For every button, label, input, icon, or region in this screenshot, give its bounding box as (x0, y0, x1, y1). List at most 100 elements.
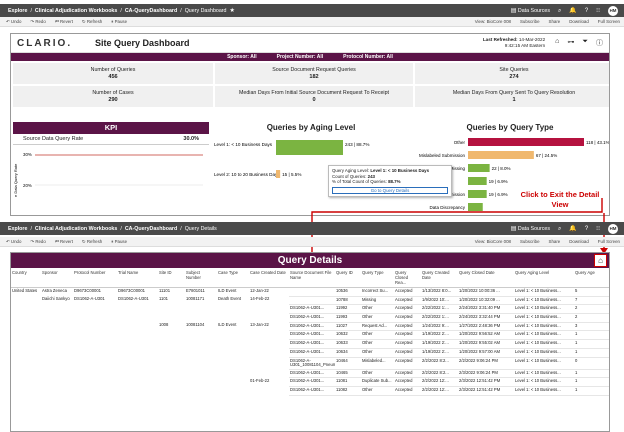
view-button[interactable]: View: BioCore 008 (475, 19, 511, 24)
search-icon[interactable]: ⌕ (557, 7, 562, 14)
revert-button[interactable]: ⏮ Revert (54, 19, 73, 24)
query-type-bar[interactable] (468, 203, 483, 211)
refresh-button[interactable]: ↻ Refresh (81, 18, 103, 24)
query-type-bar[interactable] (468, 177, 487, 185)
share-button[interactable]: Share (549, 19, 561, 24)
query-type-bar[interactable] (468, 190, 487, 198)
column-header[interactable]: Query Age (574, 268, 609, 288)
table-cell: Accepted (394, 357, 421, 370)
fullscreen-button[interactable]: Full Screen (598, 239, 620, 244)
table-row[interactable]: 01-Feb-22 DS1062-A-U301... 11081 Duplicate … (11, 377, 609, 388)
info-icon[interactable]: ⓘ (596, 40, 603, 47)
column-header[interactable]: Sponsor (41, 268, 73, 288)
table-cell (217, 369, 249, 378)
column-header[interactable]: Source Document File Name (289, 268, 335, 288)
breadcrumb-workbooks[interactable]: Clinical Adjudication Workbooks (34, 225, 118, 232)
table-cell: Other (361, 304, 394, 315)
revert-button[interactable]: ⏮ Revert (54, 239, 73, 244)
breadcrumb-explore[interactable]: Explore (8, 225, 28, 232)
table-row[interactable]: DS1062-A-U301... 10633 Other Accepted 1/19/2… (11, 339, 609, 349)
table-cell: 7 (574, 296, 609, 306)
query-type-bar[interactable] (468, 164, 490, 172)
breadcrumb-workbook[interactable]: CA-QueryDashboard (124, 225, 178, 232)
table-row[interactable]: DS1062-A-U301... 10634 Other Accepted 1/19/2… (11, 348, 609, 358)
pause-button[interactable]: ⏸ Pause (111, 19, 128, 24)
table-cell: 1/19/2022 2:... (421, 348, 458, 358)
query-type-bar[interactable] (468, 138, 584, 146)
avatar[interactable]: HM (608, 223, 618, 234)
filter-icon[interactable]: ⏷ (582, 38, 588, 45)
avatar[interactable]: HM (608, 5, 618, 16)
table-cell (11, 322, 41, 331)
table-cell: Request Ad... (361, 322, 394, 332)
subscribe-button[interactable]: Subscribe (520, 19, 540, 24)
query-type-bar[interactable] (468, 151, 534, 159)
notification-icon[interactable]: 🔔 (569, 225, 577, 232)
kpi-title: KPI (13, 122, 209, 134)
redo-button[interactable]: ↷ Redo (30, 18, 46, 24)
project-filter[interactable]: Project Number: All (276, 54, 324, 60)
share-button[interactable]: Share (549, 239, 561, 244)
share-label: Share (548, 19, 561, 24)
subscribe-label: Subscribe (520, 19, 540, 24)
aging-bar[interactable] (276, 170, 281, 178)
column-header[interactable]: Query Aging Level (514, 268, 574, 288)
redo-button[interactable]: ↷ Redo (30, 238, 46, 244)
table-cell: Accepted (394, 339, 421, 349)
undo-button[interactable]: ↶ Undo (6, 18, 22, 24)
data-sources-link[interactable]: ▤ Data Sources (511, 8, 550, 14)
tree-icon[interactable]: ⊶ (567, 39, 575, 46)
table-row[interactable]: Daiichi Sankyo DS1062-A-U301 DS1062-A-U301… (11, 296, 609, 306)
table-row[interactable]: 1008 10081104 ILD Event 13-Jan-22 DS1062-A-U… (11, 322, 609, 332)
search-icon[interactable]: ⌕ (557, 225, 562, 232)
refresh-button[interactable]: ↻ Refresh (81, 238, 103, 244)
help-icon[interactable]: ? (584, 7, 589, 14)
column-header[interactable]: Country (11, 268, 41, 288)
breadcrumb-explore[interactable]: Explore (8, 7, 28, 14)
column-header[interactable]: Case Created Date (249, 268, 289, 288)
table-row[interactable]: DS1062-A-U301... 10465 Other Accepted 2/2/20… (11, 369, 609, 379)
table-row[interactable]: DS1062-A-U301... 10632 Other Accepted 1/19/2… (11, 330, 609, 341)
table-cell (117, 369, 158, 378)
table-row[interactable]: DS1062-A-U301... 11082 Other Accepted 2/2/20… (11, 386, 609, 396)
go-to-query-details-link[interactable]: Go to Query Details (332, 186, 448, 195)
table-cell (117, 340, 158, 349)
column-header[interactable]: Query Created Date (421, 268, 458, 288)
download-button[interactable]: Download (569, 239, 589, 244)
apps-icon[interactable]: ⁝⁝ (596, 7, 600, 14)
breadcrumb-workbooks[interactable]: Clinical Adjudication Workbooks (34, 7, 118, 14)
table-row[interactable]: DS1062-A-U301... 11992 Other Accepted 2/22/2… (11, 304, 609, 315)
column-header[interactable]: Site ID (158, 268, 185, 288)
apps-icon[interactable]: ⁝⁝ (596, 225, 600, 232)
table-row[interactable]: United States Astra Zeneca D9673C00001 D967… (11, 287, 609, 297)
column-header[interactable]: Case Type (217, 268, 249, 288)
table-cell: 2/3/2022 9:06:24 PM (458, 369, 514, 379)
column-header[interactable]: Protocol Number (73, 268, 117, 288)
column-header[interactable]: Query Type (361, 268, 394, 288)
view-button[interactable]: View: BioCore 008 (475, 239, 511, 244)
sponsor-filter[interactable]: Sponsor: All (227, 54, 257, 60)
column-header[interactable]: Query ID (335, 268, 361, 288)
breadcrumb-workbook[interactable]: CA-QueryDashboard (124, 7, 178, 14)
protocol-filter[interactable]: Protocol Number: All (343, 54, 393, 60)
data-sources-link[interactable]: ▤ Data Sources (511, 226, 550, 232)
column-header[interactable]: Query Closed Rea... (394, 268, 421, 288)
undo-button[interactable]: ↶ Undo (6, 238, 22, 244)
subscribe-button[interactable]: Subscribe (520, 239, 540, 244)
column-header[interactable]: Trial Name (117, 268, 158, 288)
notification-icon[interactable]: 🔔 (569, 7, 577, 14)
refresh-label: Refresh (86, 18, 103, 24)
column-header[interactable]: Query Closed Date (458, 268, 514, 288)
download-button[interactable]: Download (569, 19, 589, 24)
home-icon[interactable]: ⌂ (555, 38, 560, 45)
aging-bar[interactable] (276, 140, 343, 155)
star-icon[interactable]: ★ (229, 7, 235, 14)
table-row[interactable]: DS1062-A-U301_10081104_Pneumonitis10464M… (11, 357, 609, 370)
home-exit-button[interactable]: ⌂ (594, 254, 607, 267)
help-icon[interactable]: ? (584, 225, 589, 232)
pause-button[interactable]: ⏸ Pause (111, 239, 128, 244)
fullscreen-button[interactable]: Full Screen (598, 19, 620, 24)
table-cell: 1 (574, 386, 609, 396)
column-header[interactable]: Subject Number (185, 268, 217, 288)
table-row[interactable]: DS1062-A-U301... 11993 Other Accepted 2/22/2… (11, 313, 609, 323)
